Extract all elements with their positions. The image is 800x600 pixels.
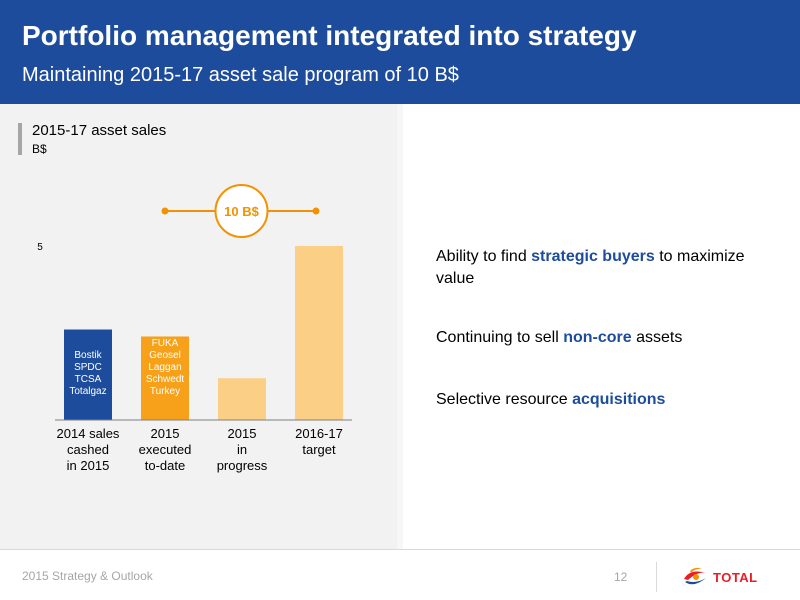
point-strategic-buyers: Ability to find strategic buyers to maxi… (436, 246, 766, 290)
footer-divider (0, 549, 800, 550)
category-label: 2015 executed to-date (138, 426, 192, 473)
page-title: Portfolio management integrated into str… (22, 20, 637, 51)
point-emphasis: strategic buyers (531, 248, 655, 265)
point-text: Ability to find (436, 248, 532, 265)
point-text: Selective resource (436, 391, 573, 408)
category-label: 2016-17 target (295, 426, 343, 457)
chart-title-accent (18, 123, 22, 155)
chart-title: 2015-17 asset sales (32, 122, 167, 139)
text-panel (403, 104, 800, 549)
point-non-core: Continuing to sell non-core assets (436, 327, 766, 349)
footer-separator (656, 562, 657, 592)
bar (141, 336, 189, 420)
bar (218, 378, 266, 420)
annotation-circle (214, 184, 269, 238)
category-label: 2014 sales cashed in 2015 (56, 426, 120, 473)
point-text: Continuing to sell (436, 329, 564, 346)
point-emphasis: acquisitions (572, 391, 666, 408)
bar (64, 329, 112, 420)
point-emphasis: non-core (563, 329, 632, 346)
point-text: to maximize value (436, 248, 745, 287)
panel-divider (397, 104, 403, 549)
total-logo-icon (683, 565, 707, 589)
footer-text: 2015 Strategy & Outlook (22, 569, 153, 583)
header-banner: Portfolio management integrated into str… (0, 0, 800, 104)
annotation-dot (161, 207, 169, 215)
category-label: 2015 in progress (216, 426, 268, 473)
bar (295, 246, 343, 420)
point-acquisitions: Selective resource acquisitions (436, 389, 766, 411)
logo-text: TOTAL (713, 570, 758, 585)
annotation-dot (312, 207, 320, 215)
bar-text: Bostik SPDC TCSA Totalgaz (69, 350, 107, 397)
y-tick-label: 5 (37, 242, 43, 253)
page-subtitle: Maintaining 2015-17 asset sale program o… (22, 64, 459, 86)
point-text: assets (631, 329, 683, 346)
annotation-label: 10 B$ (224, 204, 259, 219)
bar-text: FUKA Geosel Laggan Schwedt Turkey (145, 338, 185, 397)
chart-unit-label: B$ (32, 142, 47, 156)
asset-sales-chart: 5 10 B$ (37, 184, 352, 421)
page-number: 12 (614, 570, 628, 584)
